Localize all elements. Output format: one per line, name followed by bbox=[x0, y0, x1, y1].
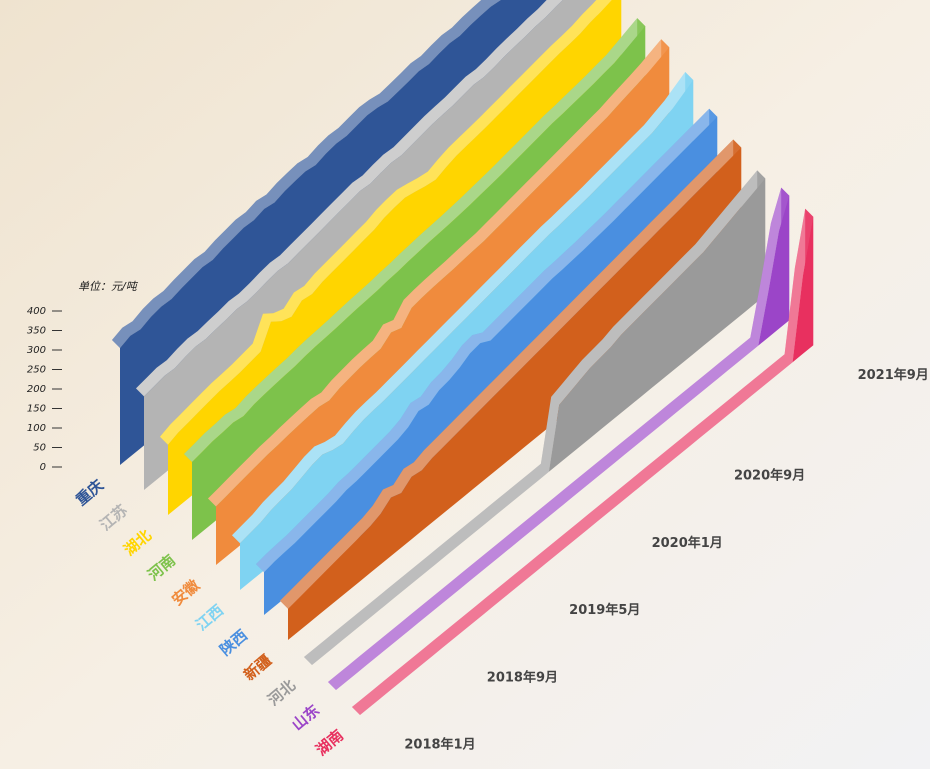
area bbox=[288, 147, 742, 640]
area-top-highlight bbox=[304, 170, 766, 665]
area-top-highlight bbox=[280, 139, 742, 609]
area-top-highlight bbox=[184, 18, 646, 462]
area-top-highlight bbox=[136, 0, 563, 397]
area-top-rim bbox=[112, 0, 501, 348]
area-top-rim bbox=[304, 170, 766, 665]
y-tick-label: 400 bbox=[27, 306, 46, 317]
y-tick-label: 200 bbox=[27, 384, 46, 395]
x-tick-label: 2020年1月 bbox=[652, 535, 723, 551]
area-top-rim bbox=[160, 0, 612, 445]
y-tick-label: 300 bbox=[27, 345, 46, 356]
area-top-rim bbox=[208, 39, 670, 507]
x-tick-label: 2019年5月 bbox=[569, 602, 640, 618]
area-top-highlight bbox=[256, 108, 718, 573]
y-tick-label: 50 bbox=[33, 443, 46, 454]
area-top-rim bbox=[184, 18, 646, 462]
area bbox=[240, 80, 694, 590]
area-top-highlight bbox=[112, 0, 501, 348]
y-tick-label: 0 bbox=[40, 462, 46, 473]
x-tick-label: 2018年9月 bbox=[487, 669, 558, 685]
y-tick-label: 250 bbox=[27, 365, 46, 376]
y-tick-label: 350 bbox=[27, 326, 46, 337]
area-top-highlight bbox=[232, 72, 694, 544]
y-tick-label: 150 bbox=[27, 404, 46, 415]
area-top-highlight bbox=[208, 39, 670, 507]
x-tick-label: 2018年1月 bbox=[404, 737, 475, 753]
area-top-highlight bbox=[160, 0, 612, 445]
area-top-rim bbox=[256, 108, 718, 573]
area-top-rim bbox=[232, 72, 694, 544]
area-top-rim bbox=[280, 139, 742, 609]
x-tick-label: 2021年9月 bbox=[858, 367, 929, 383]
y-tick-label: 100 bbox=[27, 423, 46, 434]
x-tick-label: 2020年9月 bbox=[734, 468, 805, 484]
area bbox=[216, 47, 670, 565]
y-axis-label: 单位：元/吨 bbox=[78, 280, 139, 293]
area-top-rim bbox=[136, 0, 563, 397]
area bbox=[264, 116, 718, 615]
